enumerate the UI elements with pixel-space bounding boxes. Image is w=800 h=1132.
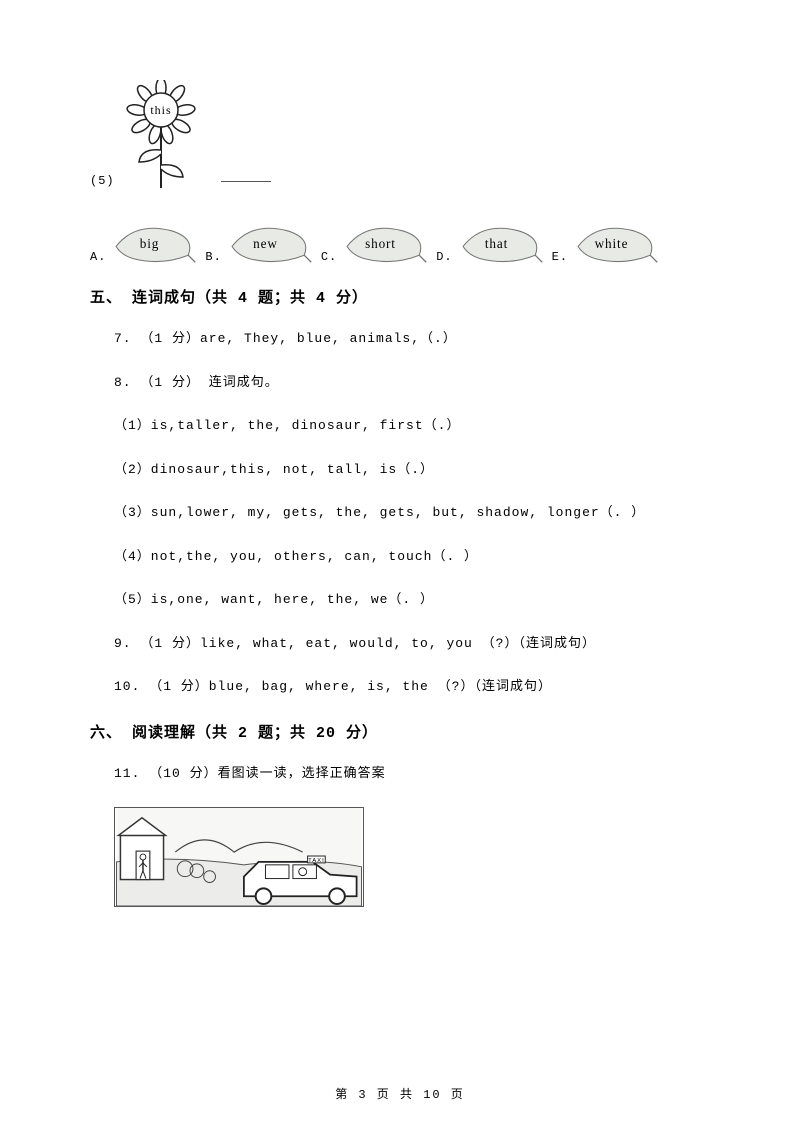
flower-center-text: this (150, 103, 171, 117)
question-8-2: （2）dinosaur,this, not, tall, is（.） (114, 460, 710, 480)
answer-blank[interactable] (221, 181, 271, 182)
option-letter: B. (205, 250, 221, 264)
sunflower-icon: this (121, 80, 201, 190)
option-e[interactable]: E. white (552, 218, 659, 266)
leaf-icon: big (109, 218, 197, 266)
svg-text:new: new (253, 236, 278, 251)
svg-text:short: short (365, 236, 396, 251)
leaf-icon: that (456, 218, 544, 266)
svg-text:white: white (595, 236, 629, 251)
option-c[interactable]: C. short (321, 218, 428, 266)
option-d[interactable]: D. that (436, 218, 543, 266)
question-8-5: （5）is,one, want, here, the, we（. ） (114, 590, 710, 610)
question-8-4: （4）not,the, you, others, can, touch（. ） (114, 547, 710, 567)
question-11: 11. （10 分）看图读一读，选择正确答案 (114, 764, 710, 784)
option-a[interactable]: A. big (90, 218, 197, 266)
question-5-row: (5) this (90, 80, 710, 190)
section-5-title: 五、 连词成句（共 4 题；共 4 分） (90, 286, 710, 307)
svg-text:TAXI: TAXI (308, 858, 325, 864)
question-9: 9. （1 分）like, what, eat, would, to, you … (114, 634, 710, 654)
page-footer: 第 3 页 共 10 页 (0, 1085, 800, 1102)
leaf-icon: new (225, 218, 313, 266)
svg-text:big: big (140, 236, 160, 251)
option-b[interactable]: B. new (205, 218, 312, 266)
svg-text:that: that (484, 236, 507, 251)
question-10: 10. （1 分）blue, bag, where, is, the （?）（连… (114, 677, 710, 697)
question-8: 8. （1 分） 连词成句。 (114, 373, 710, 393)
option-letter: C. (321, 250, 337, 264)
section-6-title: 六、 阅读理解（共 2 题；共 20 分） (90, 721, 710, 742)
taxi-scene-icon: TAXI (114, 807, 364, 907)
leaf-icon: white (571, 218, 659, 266)
question-8-3: （3）sun,lower, my, gets, the, gets, but, … (114, 503, 710, 523)
option-letter: A. (90, 250, 106, 264)
question-8-1: （1）is,taller, the, dinosaur, first（.） (114, 416, 710, 436)
leaf-icon: short (340, 218, 428, 266)
item-label-5: (5) (90, 174, 115, 188)
leaf-options-row: A. big B. new C. short D. that E. (90, 218, 710, 266)
question-7: 7. （1 分）are, They, blue, animals,（.） (114, 329, 710, 349)
option-letter: E. (552, 250, 568, 264)
reading-image-wrap: TAXI (114, 807, 710, 911)
option-letter: D. (436, 250, 452, 264)
